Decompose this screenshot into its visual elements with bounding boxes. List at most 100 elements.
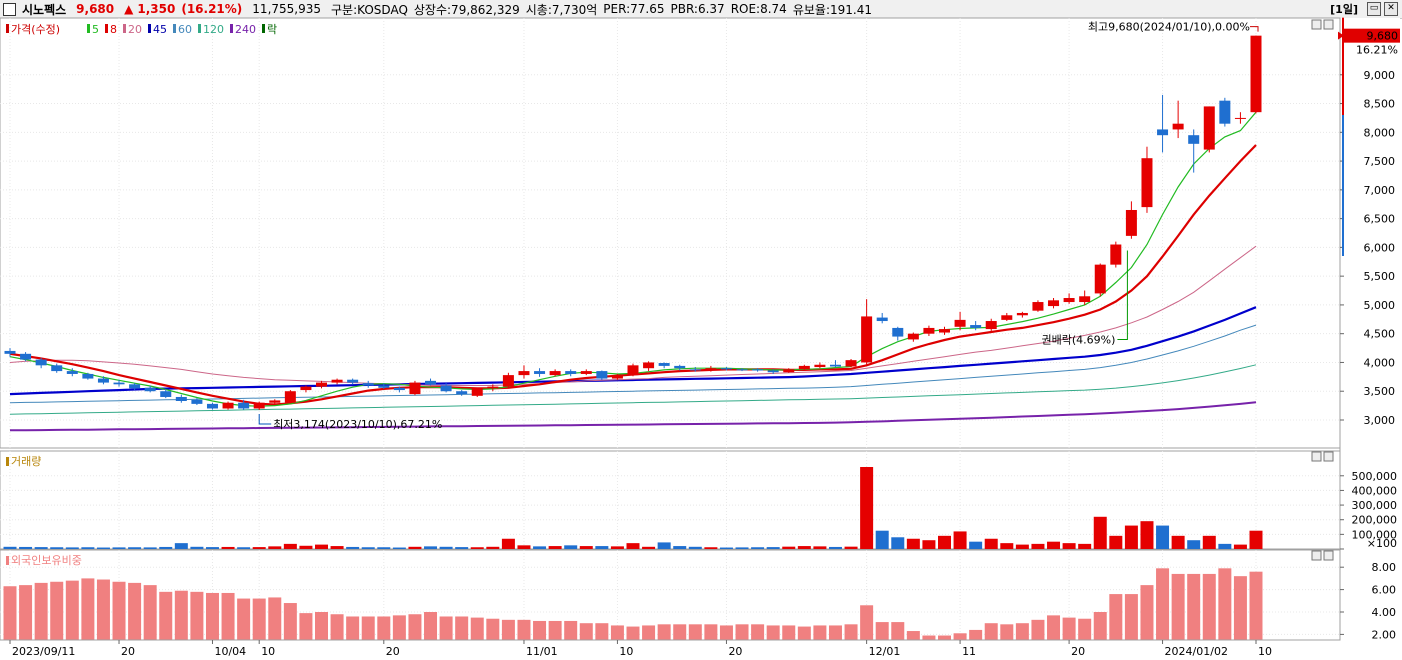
candle[interactable]: [798, 364, 810, 371]
volume-bar[interactable]: [470, 547, 484, 549]
volume-bar[interactable]: [1171, 535, 1185, 549]
candle[interactable]: [4, 348, 16, 357]
volume-bar[interactable]: [1124, 525, 1138, 549]
volume-bar[interactable]: [19, 546, 33, 549]
foreign-bar[interactable]: [1171, 573, 1185, 640]
candle[interactable]: [222, 401, 234, 410]
candle[interactable]: [689, 367, 701, 372]
volume-bar[interactable]: [424, 546, 438, 549]
candle[interactable]: [129, 383, 141, 391]
volume-bar[interactable]: [719, 547, 733, 549]
legend-item-락[interactable]: 락: [267, 23, 277, 36]
volume-bar[interactable]: [906, 538, 920, 549]
volume-bar[interactable]: [517, 545, 531, 549]
candle[interactable]: [580, 369, 592, 376]
candle[interactable]: [1250, 35, 1262, 114]
foreign-bar[interactable]: [486, 618, 500, 640]
foreign-bar[interactable]: [439, 616, 453, 640]
volume-bar[interactable]: [860, 467, 874, 549]
foreign-bar[interactable]: [984, 623, 998, 640]
foreign-bar[interactable]: [610, 625, 624, 640]
candle[interactable]: [783, 368, 795, 373]
volume-bar[interactable]: [143, 547, 157, 549]
foreign-bar[interactable]: [346, 616, 360, 640]
volume-bar[interactable]: [673, 546, 687, 549]
candle[interactable]: [238, 399, 250, 410]
volume-bar[interactable]: [128, 547, 142, 549]
candle[interactable]: [970, 321, 982, 331]
volume-panel-maximize-icon[interactable]: [1323, 451, 1334, 462]
foreign-bar[interactable]: [657, 624, 671, 640]
foreign-bar[interactable]: [268, 597, 282, 640]
foreign-bar[interactable]: [704, 624, 718, 640]
legend-item-20[interactable]: 20: [128, 23, 142, 36]
candle[interactable]: [643, 361, 655, 372]
volume-bar[interactable]: [174, 543, 188, 549]
candle[interactable]: [1079, 290, 1091, 305]
foreign-bar[interactable]: [392, 615, 406, 640]
foreign-bar[interactable]: [221, 592, 235, 640]
volume-bar[interactable]: [735, 547, 749, 549]
legend-item-240[interactable]: 240: [235, 23, 256, 36]
candle[interactable]: [611, 373, 623, 380]
candle[interactable]: [206, 402, 218, 410]
foreign-bar[interactable]: [424, 612, 438, 640]
candle[interactable]: [892, 326, 904, 341]
volume-bar[interactable]: [1062, 543, 1076, 549]
volume-bar[interactable]: [766, 547, 780, 549]
foreign-bar[interactable]: [673, 624, 687, 640]
foreign-bar[interactable]: [1218, 568, 1232, 640]
foreign-bar[interactable]: [579, 623, 593, 640]
candle[interactable]: [1001, 312, 1013, 322]
foreign-bar[interactable]: [953, 633, 967, 640]
foreign-bar[interactable]: [1000, 624, 1014, 640]
candle[interactable]: [752, 368, 764, 372]
restore-icon[interactable]: ▭: [1367, 2, 1381, 16]
foreign-bar[interactable]: [112, 581, 126, 640]
volume-bar[interactable]: [626, 543, 640, 549]
volume-bar[interactable]: [1000, 543, 1014, 549]
volume-bar[interactable]: [315, 544, 328, 549]
volume-bar[interactable]: [455, 547, 469, 549]
foreign-bar[interactable]: [595, 623, 609, 640]
candle[interactable]: [1016, 311, 1028, 318]
volume-bar[interactable]: [969, 541, 983, 549]
foreign-bar[interactable]: [1187, 573, 1201, 640]
foreign-bar[interactable]: [50, 581, 64, 640]
volume-bar[interactable]: [3, 546, 17, 549]
volume-bar[interactable]: [1015, 544, 1029, 549]
candle[interactable]: [1048, 298, 1060, 309]
foreign-bar[interactable]: [252, 598, 266, 640]
volume-bar[interactable]: [439, 546, 453, 549]
volume-bar[interactable]: [1202, 535, 1216, 549]
candle[interactable]: [1219, 97, 1231, 127]
candle[interactable]: [658, 362, 670, 369]
foreign-bar[interactable]: [548, 620, 562, 640]
legend-item-8[interactable]: 8: [110, 23, 117, 36]
foreign-bar[interactable]: [719, 625, 733, 640]
candle[interactable]: [705, 365, 717, 372]
candle[interactable]: [876, 312, 888, 324]
foreign-bar[interactable]: [455, 616, 469, 640]
volume-bar[interactable]: [984, 538, 998, 549]
volume-bar[interactable]: [595, 546, 609, 549]
candle[interactable]: [160, 388, 172, 399]
foreign-bar[interactable]: [642, 625, 656, 640]
volume-bar[interactable]: [392, 547, 406, 549]
volume-bar[interactable]: [408, 546, 422, 549]
candle[interactable]: [378, 383, 390, 389]
close-icon[interactable]: ✕: [1384, 2, 1398, 16]
foreign-bar[interactable]: [1124, 594, 1138, 640]
foreign-bar[interactable]: [205, 592, 219, 640]
foreign-bar[interactable]: [128, 582, 142, 640]
candle[interactable]: [923, 325, 935, 336]
foreign-bar[interactable]: [3, 586, 17, 640]
foreign-bar[interactable]: [299, 613, 313, 640]
candle[interactable]: [829, 360, 841, 368]
foreign-bar[interactable]: [813, 625, 827, 640]
volume-bar[interactable]: [657, 542, 671, 549]
volume-bar[interactable]: [953, 531, 967, 549]
volume-bar[interactable]: [1109, 535, 1123, 549]
volume-bar[interactable]: [159, 546, 173, 549]
